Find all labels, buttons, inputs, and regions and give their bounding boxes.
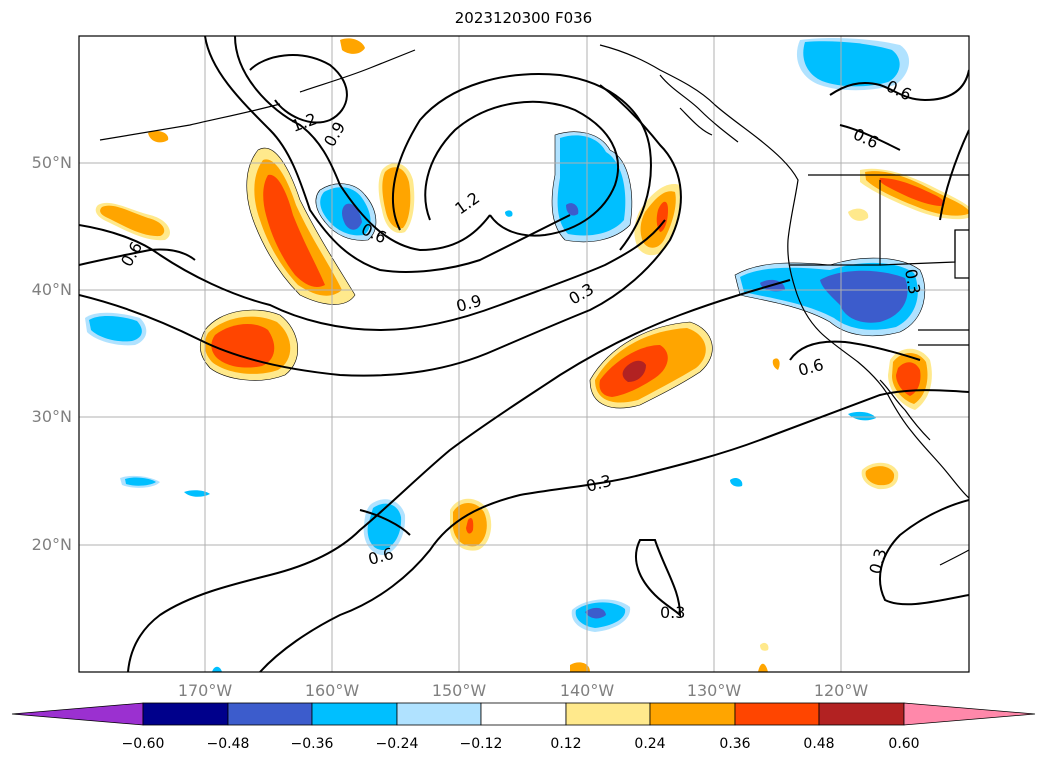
contour-label: 0.6 [796,355,826,380]
colorbar-tick: 0.36 [719,736,751,752]
lon-label-160w: 160°W [304,681,360,700]
colorbar-tick: −0.60 [121,736,165,752]
contour-label: 0.3 [660,603,685,622]
colorbar-segment [734,702,820,726]
lat-label-50n: 50°N [31,153,72,172]
contour-label: 0.3 [901,267,924,295]
lon-label-120w: 120°W [813,681,869,700]
lon-label-140w: 140°W [559,681,615,700]
colorbar-tick: −0.48 [206,736,250,752]
colorbar-tick: 0.48 [803,736,835,752]
colorbar-extension-low [11,702,144,726]
colorbar-segment [142,702,229,726]
contour-label: 0.9 [320,118,349,150]
colorbar-extension-high [903,702,1036,726]
gridlines [79,36,969,672]
colorbar-tick: 0.60 [888,736,920,752]
colorbar-tick: −0.36 [290,736,334,752]
colorbar-segment [565,702,651,726]
contour-label: 0.3 [566,279,598,308]
lat-label-30n: 30°N [31,407,72,426]
contour-label: 0.3 [866,547,891,577]
colorbar-tick: 0.12 [550,736,582,752]
lon-label-150w: 150°W [431,681,487,700]
lat-label-20n: 20°N [31,535,72,554]
anomaly-shading [85,37,969,672]
colorbar-segment [480,702,567,726]
colorbar-segment [311,702,398,726]
colorbar-segment [227,702,313,726]
colorbar-tick: −0.12 [459,736,503,752]
contour-label: 1.2 [451,188,483,218]
colorbar-segment [396,702,482,726]
coastline-map [99,44,969,566]
colorbar-tick: 0.24 [634,736,666,752]
contour-label: 0.3 [584,471,614,496]
colorbar-segment [649,702,736,726]
shading-outlines [200,131,926,409]
lon-label-130w: 130°W [686,681,742,700]
contour-lines [79,36,969,672]
contour-label: 1.2 [289,109,319,136]
map-frame [78,35,970,673]
lon-label-170w: 170°W [177,681,233,700]
colorbar [11,702,1036,726]
lat-label-40n: 40°N [31,280,72,299]
colorbar-segment [818,702,905,726]
map-title: 2023120300 F036 [454,9,593,27]
colorbar-tick: −0.24 [375,736,419,752]
